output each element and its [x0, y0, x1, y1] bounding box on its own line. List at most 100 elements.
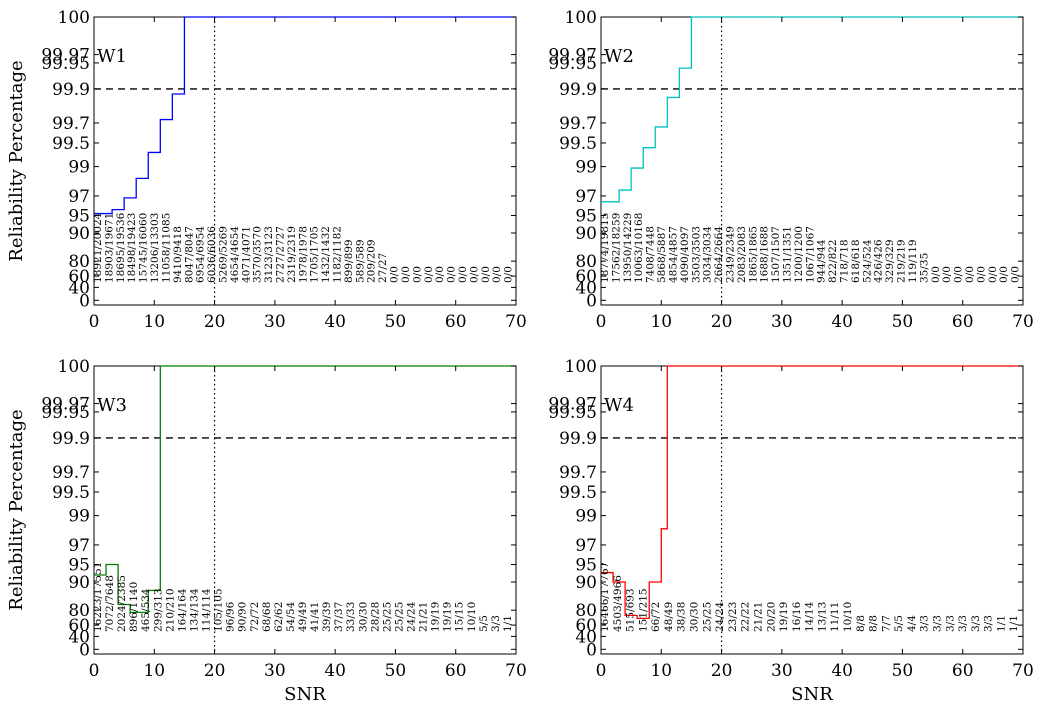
count-label: 3123/3123	[263, 226, 275, 283]
count-label: 21/21	[418, 602, 430, 632]
x-tick-label: 70	[505, 661, 527, 681]
y-tick-label: 0	[79, 291, 90, 311]
y-axis-title: Reliability Percentage	[6, 409, 27, 610]
count-label: 1067/1067	[804, 226, 816, 283]
count-label: 4071/4071	[240, 226, 252, 283]
count-label: 0/0	[987, 266, 999, 283]
x-tick-label: 50	[385, 312, 407, 332]
count-label: 0/0	[975, 266, 987, 283]
count-label: 515/693	[625, 588, 637, 632]
y-tick-label: 80	[68, 252, 90, 272]
x-tick-label: 50	[385, 661, 407, 681]
count-label: 4654/4654	[229, 226, 241, 283]
count-label: 24/24	[714, 601, 726, 632]
count-label: 5/5	[893, 615, 905, 632]
count-label: 2727/2727	[275, 226, 287, 283]
y-tick-label: 40	[575, 627, 597, 647]
count-label: 134/134	[188, 588, 200, 632]
count-label: 6036/6036	[206, 226, 218, 283]
count-label: 589/589	[354, 239, 366, 283]
y-axis-title: Reliability Percentage	[6, 60, 27, 261]
panel-w3: 16223/17551 7072/7648 2024/2385 896/1140 465…	[6, 357, 527, 705]
count-label: 33/33	[345, 602, 357, 632]
y-tick-label: 99.95	[41, 403, 90, 423]
count-label: 465/534	[140, 588, 152, 632]
y-tick-label: 99.7	[52, 463, 90, 483]
count-label: 18903/19671	[103, 213, 115, 283]
y-tick-label: 99.5	[52, 483, 90, 503]
y-tick-label: 90	[575, 573, 597, 593]
count-label: 1/1	[502, 615, 514, 632]
count-label: 35/35	[918, 253, 930, 283]
count-label: 7/7	[880, 615, 892, 632]
count-label: 28/28	[369, 602, 381, 632]
y-tick-label: 97	[575, 536, 597, 556]
count-label: 8047/8047	[183, 226, 195, 283]
count-label: 66/72	[650, 602, 662, 632]
panel-label: W3	[97, 395, 127, 416]
count-label: 1865/1865	[747, 226, 759, 283]
count-label: 3/3	[944, 615, 956, 632]
y-tick-label: 97	[575, 187, 597, 207]
x-tick-label: 40	[831, 661, 853, 681]
y-tick-label: 99.7	[559, 114, 597, 134]
count-label: 19/19	[442, 602, 454, 632]
y-tick-label: 60	[575, 267, 597, 287]
count-label: 1/1	[995, 615, 1007, 632]
count-label: 1705/1705	[309, 226, 321, 283]
count-label: 0/0	[446, 266, 458, 283]
count-label: 0/0	[468, 266, 480, 283]
y-tick-label: 99.5	[559, 483, 597, 503]
y-tick-label: 90	[68, 224, 90, 244]
count-label: 27/27	[377, 253, 389, 283]
count-label: 3/3	[983, 615, 995, 632]
y-tick-label: 0	[586, 291, 597, 311]
count-label: 2083/2083	[736, 226, 748, 283]
x-tick-label: 40	[324, 661, 346, 681]
count-label: 0/0	[411, 266, 423, 283]
count-label: 6954/6954	[195, 226, 207, 283]
y-tick-label: 40	[575, 278, 597, 298]
count-label: 41/41	[309, 602, 321, 632]
y-tick-label: 60	[575, 616, 597, 636]
x-tick-label: 40	[831, 312, 853, 332]
x-tick-label: 70	[1012, 312, 1034, 332]
panel-label: W4	[604, 395, 634, 416]
count-label: 0/0	[998, 266, 1010, 283]
y-tick-label: 0	[586, 640, 597, 660]
y-tick-label: 99.9	[52, 80, 90, 100]
x-tick-label: 30	[771, 661, 793, 681]
count-label: 3/3	[932, 615, 944, 632]
count-label: 1/1	[1008, 615, 1020, 632]
count-label: 72/72	[249, 602, 261, 632]
count-label: 54/54	[285, 601, 297, 632]
count-label: 4854/4857	[667, 226, 679, 283]
y-tick-label: 100	[565, 8, 597, 28]
y-tick-label: 99.97	[41, 395, 90, 415]
panel-w1: 18921/20024 18903/19671 18695/19536 18498/1…	[6, 8, 527, 332]
count-label: 0/0	[434, 266, 446, 283]
y-tick-label: 99.5	[52, 134, 90, 154]
x-tick-label: 0	[596, 312, 607, 332]
y-tick-label: 95	[68, 556, 90, 576]
count-label: 1182/1182	[332, 226, 344, 283]
count-label: 38/38	[676, 602, 688, 632]
count-label: 13950/14229	[622, 213, 634, 283]
count-label: 49/49	[297, 602, 309, 632]
count-label: 822/822	[827, 239, 839, 283]
x-axis-title: SNR	[284, 684, 326, 705]
x-tick-label: 30	[264, 312, 286, 332]
panel-label: W2	[604, 46, 634, 67]
count-label: 1432/1432	[320, 226, 332, 283]
count-label: 0/0	[423, 266, 435, 283]
y-tick-label: 99.5	[559, 134, 597, 154]
count-label: 0/0	[953, 266, 965, 283]
count-label: 90/90	[237, 602, 249, 632]
y-tick-label: 99.9	[559, 429, 597, 449]
count-label: 48/49	[663, 602, 675, 632]
count-label: 164/164	[176, 588, 188, 632]
y-tick-label: 99.9	[559, 80, 597, 100]
x-tick-label: 0	[89, 312, 100, 332]
y-tick-label: 95	[575, 556, 597, 576]
